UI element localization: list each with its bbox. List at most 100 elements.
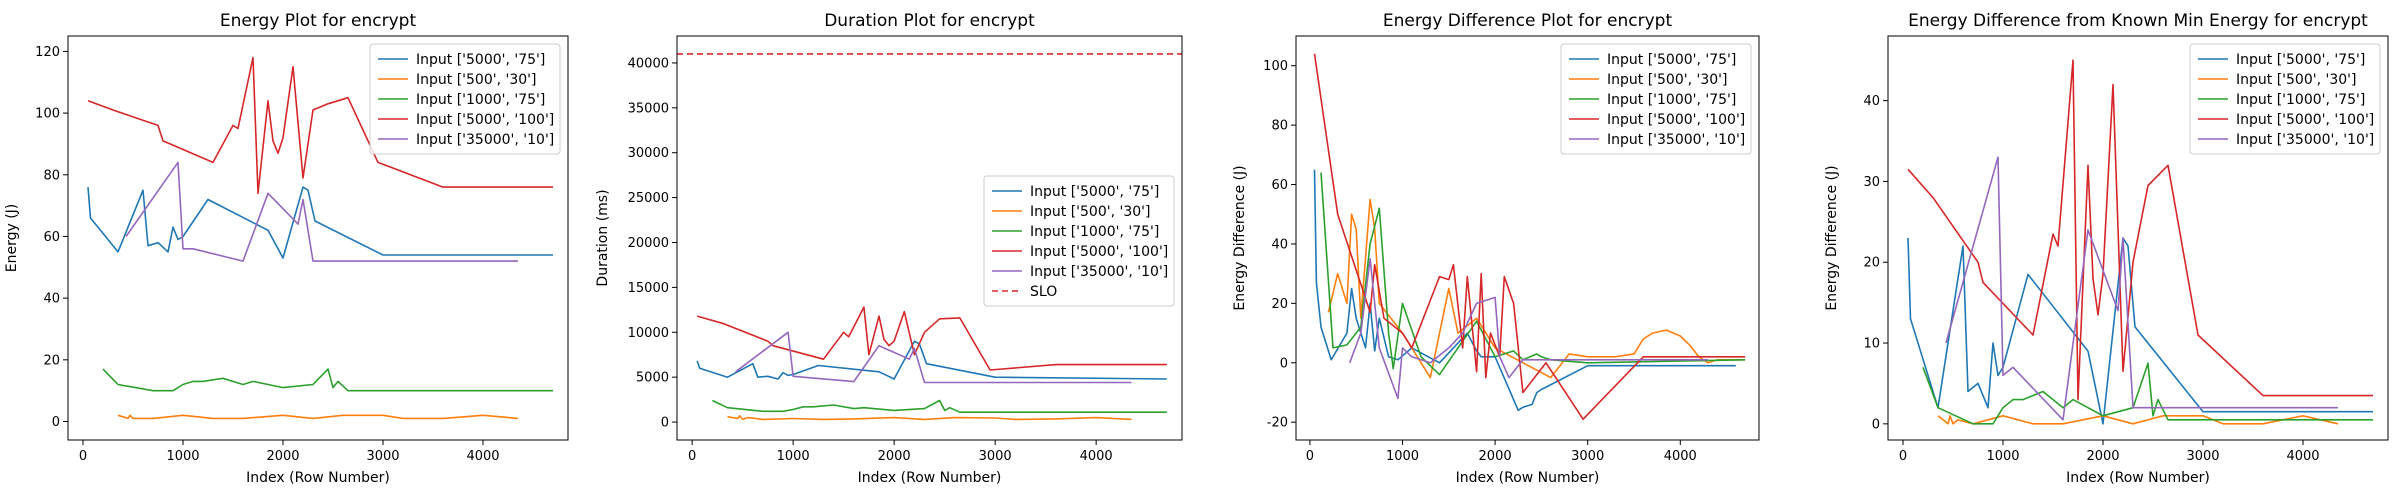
legend-box bbox=[2189, 43, 2381, 155]
legend-entry-label: Input ['35000', '10'] bbox=[2236, 132, 2374, 148]
x-tick-label: 3000 bbox=[2186, 449, 2219, 464]
y-tick-label: 0 bbox=[52, 415, 60, 430]
series-line-5 bbox=[1348, 257, 1709, 400]
x-tick-label: 3000 bbox=[1571, 449, 1604, 464]
x-tick-label: 3000 bbox=[366, 449, 399, 464]
y-tick-label: 10000 bbox=[628, 326, 669, 341]
series-line-1 bbox=[696, 340, 1167, 380]
y-tick-label: 40000 bbox=[628, 56, 669, 71]
series-line-2 bbox=[1937, 414, 2339, 425]
chart-title: Energy Difference Plot for encrypt bbox=[1383, 11, 1673, 31]
legend-entry-label: Input ['500', '30'] bbox=[2236, 72, 2356, 88]
legend-entry-label: Input ['5000', '100'] bbox=[1030, 244, 1168, 260]
x-tick-label: 4000 bbox=[1664, 449, 1697, 464]
legend-entry-label: Input ['500', '30'] bbox=[416, 72, 536, 88]
series-line-3 bbox=[1320, 172, 1746, 376]
y-tick-label: 40 bbox=[1271, 237, 1288, 252]
chart-title: Energy Plot for encrypt bbox=[220, 11, 417, 31]
y-tick-label: 40 bbox=[1863, 94, 1880, 109]
legend-entry-label: SLO bbox=[1030, 284, 1057, 300]
y-tick-label: 30000 bbox=[628, 146, 669, 161]
plot-frame bbox=[1887, 35, 2389, 441]
y-tick-label: 80 bbox=[43, 168, 60, 183]
y-tick-label: 120 bbox=[35, 45, 60, 60]
x-tick-label: 2000 bbox=[266, 449, 299, 464]
y-axis-label: Duration (ms) bbox=[595, 189, 611, 286]
y-tick-label: 15000 bbox=[628, 281, 669, 296]
legend-entry-label: Input ['500', '30'] bbox=[1030, 204, 1150, 220]
y-tick-label: 0 bbox=[1872, 417, 1880, 432]
x-axis-label: Index (Row Number) bbox=[2066, 470, 2210, 486]
legend-box bbox=[1560, 43, 1752, 155]
legend-entry-label: Input ['5000', '75'] bbox=[2236, 52, 2365, 68]
legend-entry-label: Input ['500', '30'] bbox=[1607, 72, 1727, 88]
legend-entry-label: Input ['1000', '75'] bbox=[1030, 224, 1159, 240]
y-tick-label: 60 bbox=[1271, 178, 1288, 193]
y-tick-label: 20 bbox=[43, 353, 60, 368]
series-line-1 bbox=[1907, 237, 2373, 425]
series-line-2 bbox=[117, 414, 519, 420]
y-tick-label: 40 bbox=[43, 292, 60, 307]
y-tick-label: 100 bbox=[35, 107, 60, 122]
x-tick-label: 2000 bbox=[1479, 449, 1512, 464]
series-line-3 bbox=[1922, 362, 2373, 425]
x-axis-label: Index (Row Number) bbox=[858, 470, 1002, 486]
x-tick-label: 0 bbox=[1899, 449, 1907, 464]
legend: Input ['5000', '75'] Input ['500', '30'] I… bbox=[369, 43, 561, 155]
series-line-2 bbox=[1327, 198, 1746, 379]
y-tick-label: 20000 bbox=[628, 236, 669, 251]
y-tick-label: 60 bbox=[43, 230, 60, 245]
y-tick-label: 10 bbox=[1863, 337, 1880, 352]
x-tick-label: 0 bbox=[1306, 449, 1314, 464]
x-tick-label: 1000 bbox=[1986, 449, 2019, 464]
x-tick-label: 2000 bbox=[878, 449, 911, 464]
legend-entry-label: Input ['35000', '10'] bbox=[416, 132, 554, 148]
chart-title: Duration Plot for encrypt bbox=[824, 11, 1035, 31]
y-tick-label: 80 bbox=[1271, 119, 1288, 134]
series-line-1 bbox=[87, 186, 553, 259]
legend-entry-label: Input ['5000', '100'] bbox=[1607, 112, 1745, 128]
y-tick-label: 20 bbox=[1863, 256, 1880, 271]
y-tick-label: 35000 bbox=[628, 101, 669, 116]
series-line-5 bbox=[125, 161, 518, 262]
legend-entry-label: Input ['5000', '75'] bbox=[416, 52, 545, 68]
legend: Input ['5000', '75'] Input ['500', '30'] I… bbox=[1560, 43, 1752, 155]
legend-entry-label: Input ['5000', '100'] bbox=[416, 112, 554, 128]
plot-frame bbox=[676, 35, 1183, 441]
y-tick-label: 25000 bbox=[628, 191, 669, 206]
legend-entry-label: Input ['1000', '75'] bbox=[2236, 92, 2365, 108]
legend: Input ['5000', '75'] Input ['500', '30'] I… bbox=[983, 175, 1175, 307]
legend-entry-label: Input ['5000', '100'] bbox=[2236, 112, 2374, 128]
legend-entry-label: Input ['1000', '75'] bbox=[416, 92, 545, 108]
series-line-2 bbox=[727, 414, 1132, 421]
series-line-5 bbox=[1945, 156, 2338, 421]
y-tick-label: 100 bbox=[1263, 59, 1288, 74]
x-tick-label: 4000 bbox=[2286, 449, 2319, 464]
legend-box bbox=[983, 175, 1175, 307]
x-tick-label: 2000 bbox=[2086, 449, 2119, 464]
x-tick-label: 0 bbox=[79, 449, 87, 464]
legend-entry-label: Input ['35000', '10'] bbox=[1030, 264, 1168, 280]
y-axis-label: Energy Difference (J) bbox=[1232, 165, 1248, 310]
x-axis-label: Index (Row Number) bbox=[1456, 470, 1600, 486]
y-tick-label: 0 bbox=[1280, 356, 1288, 371]
y-axis-label: Energy (J) bbox=[4, 204, 20, 273]
x-tick-label: 1000 bbox=[777, 449, 810, 464]
series-line-3 bbox=[102, 368, 553, 392]
series-line-3 bbox=[712, 399, 1167, 414]
chart-panel-2: Duration Plot for encrypt 0 1000 2000 3000 40… bbox=[595, 11, 1183, 486]
series-line-4 bbox=[1313, 53, 1746, 421]
x-tick-label: 4000 bbox=[466, 449, 499, 464]
legend: Input ['5000', '75'] Input ['500', '30'] I… bbox=[2189, 43, 2381, 155]
y-tick-label: 30 bbox=[1863, 175, 1880, 190]
legend-entry-label: Input ['5000', '75'] bbox=[1607, 52, 1736, 68]
x-tick-label: 1000 bbox=[166, 449, 199, 464]
x-axis-label: Index (Row Number) bbox=[246, 470, 390, 486]
chart-panel-3: Energy Difference Plot for encrypt 0 100 0 2… bbox=[1232, 11, 1760, 486]
series-line-4 bbox=[696, 306, 1167, 371]
y-tick-label: -20 bbox=[1267, 416, 1288, 431]
x-tick-label: 3000 bbox=[979, 449, 1012, 464]
